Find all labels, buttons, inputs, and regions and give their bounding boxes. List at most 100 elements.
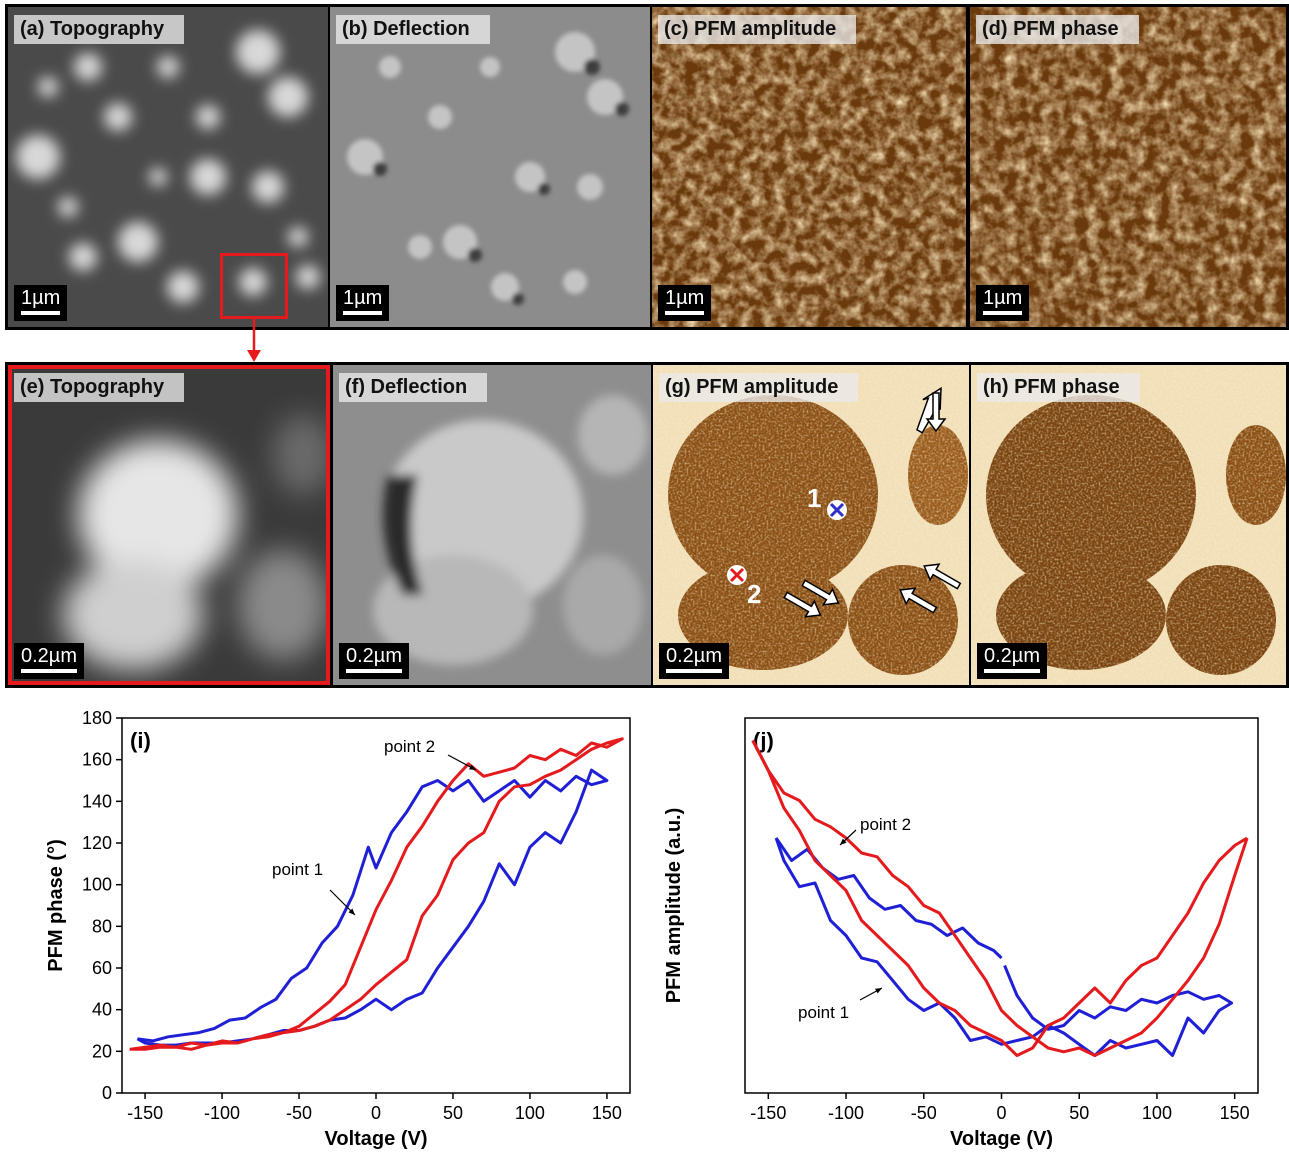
scale-bar: 1µm [658, 285, 712, 321]
annotation-arrowhead [875, 988, 882, 994]
scale-bar-label: 0.2µm [346, 645, 402, 667]
marker-point1-icon [827, 500, 847, 520]
x-axis-label: Voltage (V) [325, 1128, 428, 1150]
chart-panel-label: (i) [130, 728, 151, 753]
y-tick-label: 40 [92, 1000, 112, 1020]
deflection-zoom-image [333, 365, 651, 685]
y-tick-label: 60 [92, 958, 112, 978]
x-tick-label: 50 [443, 1103, 463, 1123]
y-tick-label: 160 [82, 750, 112, 770]
panel-label: (a) Topography [14, 15, 185, 44]
x-tick-label: 0 [371, 1103, 381, 1123]
zoom-region-box [220, 253, 288, 319]
x-tick-label: 150 [1220, 1103, 1250, 1123]
top-image-row: (a) Topography 1µm (b) Deflection 1µ [5, 4, 1289, 330]
panel-g-pfm-amplitude: 1 2 (g) PFM amplitude 0.2µm [653, 365, 969, 685]
series-line-red [751, 739, 1248, 1057]
scale-bar-line [343, 311, 383, 315]
panel-label: (h) PFM phase [977, 373, 1140, 402]
pfm-amplitude-image [652, 7, 966, 327]
scale-bar-label: 1µm [21, 287, 61, 309]
x-tick-label: 150 [592, 1103, 622, 1123]
scale-bar-line [21, 669, 77, 673]
pfm-markers-overlay [727, 386, 962, 618]
bottom-image-row: (e) Topography 0.2µm (f) Deflection 0.2µ… [5, 362, 1289, 688]
chart-i-phase: -150 -100 -50 0 50 100 150 0 20 40 60 80 100 120 140 16… [0, 700, 650, 1159]
deflection-image [330, 7, 650, 327]
annotation-arrowhead [469, 764, 476, 770]
scale-bar-line [983, 311, 1023, 315]
point2-label: 2 [747, 579, 762, 609]
marker-point2-icon [727, 565, 747, 585]
annotation-arrowhead [840, 838, 847, 845]
chart-j-svg: -150 -100 -50 0 50 100 150 Voltage (V) PFM ampli… [663, 717, 1259, 1150]
scale-bar-label: 1µm [983, 287, 1023, 309]
scale-bar: 0.2µm [659, 643, 729, 679]
annotation-label: point 1 [272, 860, 323, 879]
panel-f-deflection: (f) Deflection 0.2µm [333, 365, 651, 685]
scale-bar-label: 1µm [343, 287, 383, 309]
zoom-panel-frame [8, 365, 330, 685]
annotation-label: point 1 [798, 1003, 849, 1022]
topography-zoom-image [8, 365, 330, 685]
x-tick-label: -50 [911, 1103, 937, 1123]
panel-d-pfm-phase: (d) PFM phase 1µm [970, 7, 1286, 327]
scale-bar-line [346, 669, 402, 673]
scale-bar-label: 0.2µm [21, 645, 77, 667]
pfm-phase-zoom-image [971, 365, 1286, 685]
x-tick-label: -100 [828, 1103, 864, 1123]
panel-label: (f) Deflection [339, 373, 488, 402]
scale-bar-line [665, 311, 705, 315]
x-tick-label: 0 [996, 1103, 1006, 1123]
chart-j-amplitude: -150 -100 -50 0 50 100 150 Voltage (V) PFM ampli… [650, 700, 1289, 1159]
chart-i-svg: -150 -100 -50 0 50 100 150 0 20 40 60 80 100 120 140 16… [45, 708, 631, 1150]
y-tick-label: 180 [82, 708, 112, 728]
x-tick-label: -150 [750, 1103, 786, 1123]
panel-label: (b) Deflection [336, 15, 490, 44]
annotation-label: point 2 [384, 737, 435, 756]
panel-a-topography: (a) Topography 1µm [8, 7, 328, 327]
y-tick-label: 100 [82, 875, 112, 895]
x-tick-label: -100 [204, 1103, 240, 1123]
scale-bar: 1µm [14, 285, 68, 321]
scale-bar-line [666, 669, 722, 673]
x-tick-label: 50 [1069, 1103, 1089, 1123]
series-line-red [129, 737, 624, 1051]
series-line-blue [136, 768, 609, 1047]
x-axis-label: Voltage (V) [950, 1128, 1053, 1150]
panel-label: (e) Topography [14, 373, 185, 402]
arrow-icons [783, 386, 962, 618]
scale-bar: 0.2µm [14, 643, 84, 679]
scale-bar-label: 0.2µm [984, 645, 1040, 667]
pfm-phase-image [970, 7, 1286, 327]
y-tick-label: 20 [92, 1041, 112, 1061]
x-tick-label: -150 [127, 1103, 163, 1123]
y-tick-label: 80 [92, 916, 112, 936]
panel-label: (g) PFM amplitude [659, 373, 859, 402]
series-line-blue [774, 837, 1003, 960]
chart-panel-label: (j) [753, 728, 774, 753]
y-tick-label: 120 [82, 833, 112, 853]
panel-label: (c) PFM amplitude [658, 15, 857, 44]
series-line-red [751, 739, 1249, 1057]
x-tick-label: -50 [286, 1103, 312, 1123]
panel-label: (d) PFM phase [976, 15, 1139, 44]
scale-bar-line [21, 311, 61, 315]
x-tick-label: 100 [1142, 1103, 1172, 1123]
panel-e-topography: (e) Topography 0.2µm [8, 365, 330, 685]
zoom-arrow-icon [247, 316, 261, 362]
scale-bar: 0.2µm [977, 643, 1047, 679]
scale-bar-label: 1µm [665, 287, 705, 309]
y-axis-label: PFM phase (°) [45, 839, 67, 971]
x-tick-label: 100 [515, 1103, 545, 1123]
panel-b-deflection: (b) Deflection 1µm [330, 7, 650, 327]
annotation-label: point 2 [860, 815, 911, 834]
panel-h-pfm-phase: (h) PFM phase 0.2µm [971, 365, 1286, 685]
y-tick-label: 0 [102, 1083, 112, 1103]
scale-bar-label: 0.2µm [666, 645, 722, 667]
scale-bar: 1µm [336, 285, 390, 321]
topography-image [8, 7, 328, 327]
annotation-arrowhead [348, 908, 355, 915]
scale-bar-line [984, 669, 1040, 673]
scale-bar: 1µm [976, 285, 1030, 321]
